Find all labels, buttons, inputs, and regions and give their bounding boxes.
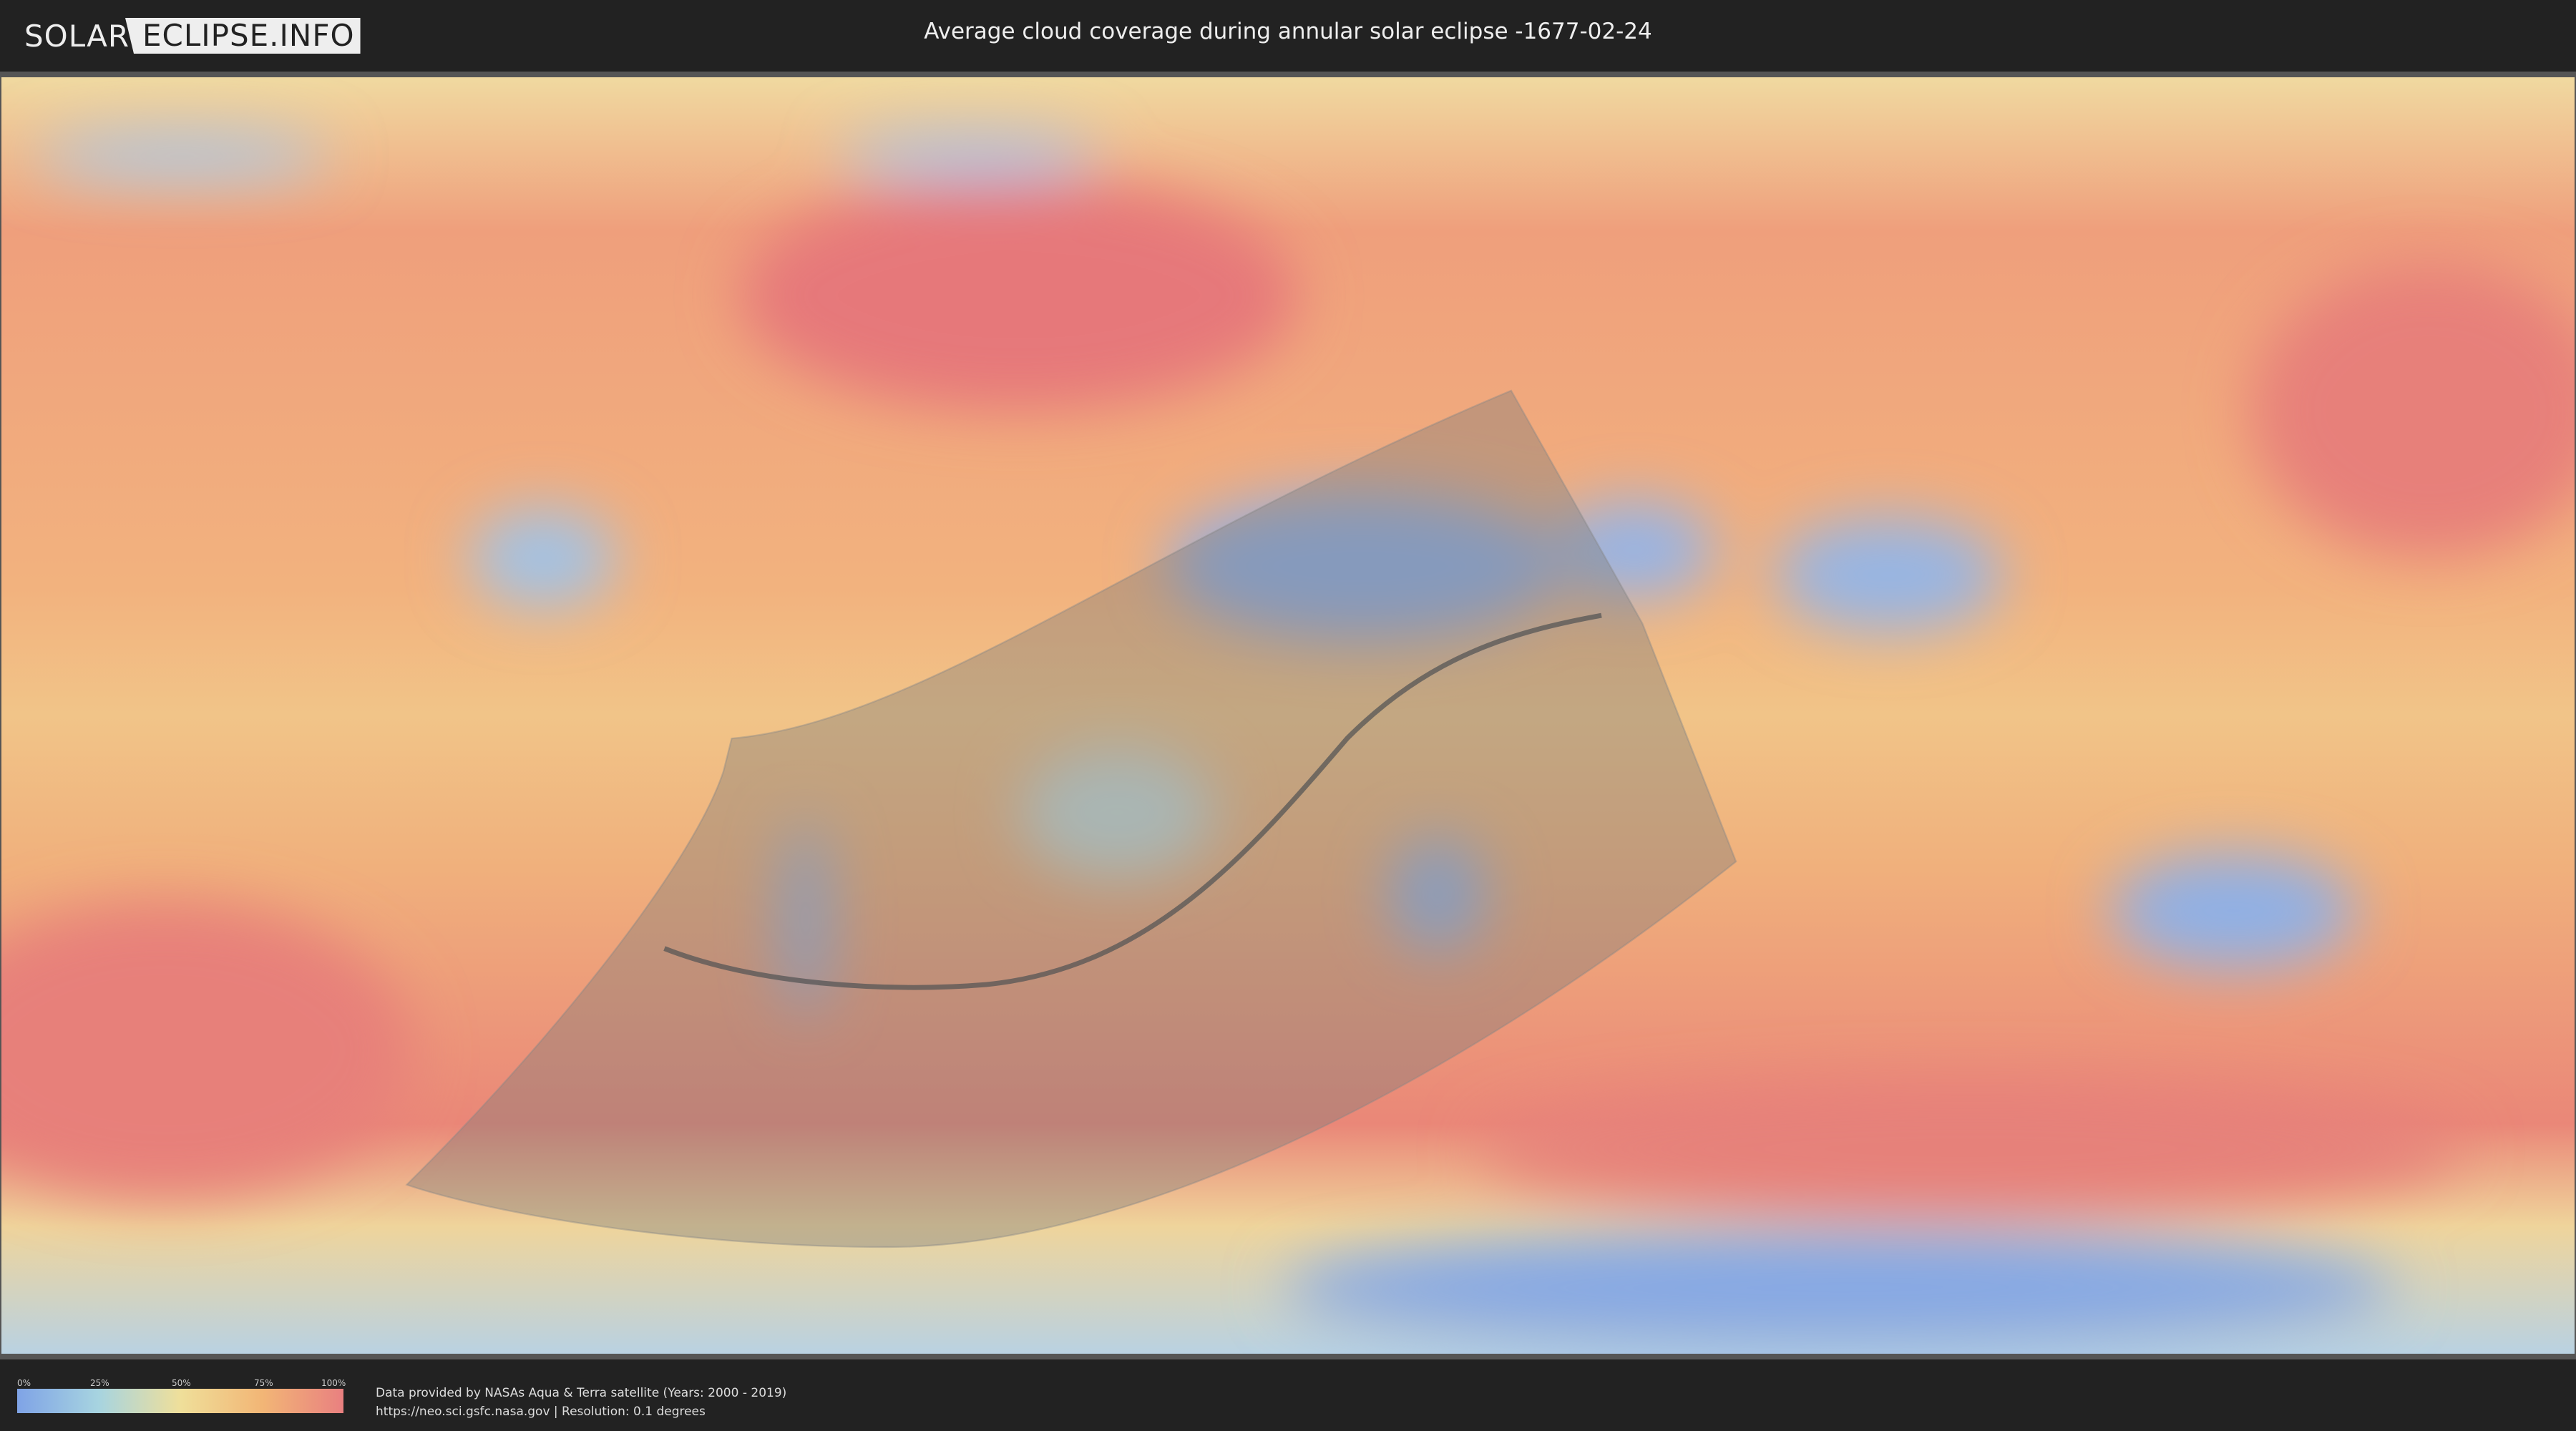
legend-tick: 75% [254,1378,273,1388]
map-container [0,72,2576,1359]
logo-text-eclipse: ECLIPSE.INFO [125,18,361,54]
data-source-text: Data provided by NASAs Aqua & Terra sate… [376,1386,787,1400]
site-logo[interactable]: SOLAR ECLIPSE.INFO [24,18,361,54]
source-url-text: https://neo.sci.gsfc.nasa.gov | Resoluti… [376,1405,706,1419]
legend-color-bar [17,1389,343,1413]
cloud-coverage-map[interactable] [1,77,2575,1354]
central-line [663,612,1602,990]
legend-tick: 50% [172,1378,191,1388]
legend-tick: 25% [90,1378,109,1388]
header: SOLAR ECLIPSE.INFO Average cloud coverag… [0,0,2576,72]
footer: 0% 25% 50% 75% 100% Data provided by NAS… [0,1359,2576,1431]
eclipse-shadow-path[interactable] [405,389,1737,1249]
legend-tick: 0% [17,1378,31,1388]
legend-tick: 100% [321,1378,346,1388]
logo-text-solar: SOLAR [24,18,130,54]
cloud-layer [1,132,2575,1346]
page-title: Average cloud coverage during annular so… [924,19,1652,44]
